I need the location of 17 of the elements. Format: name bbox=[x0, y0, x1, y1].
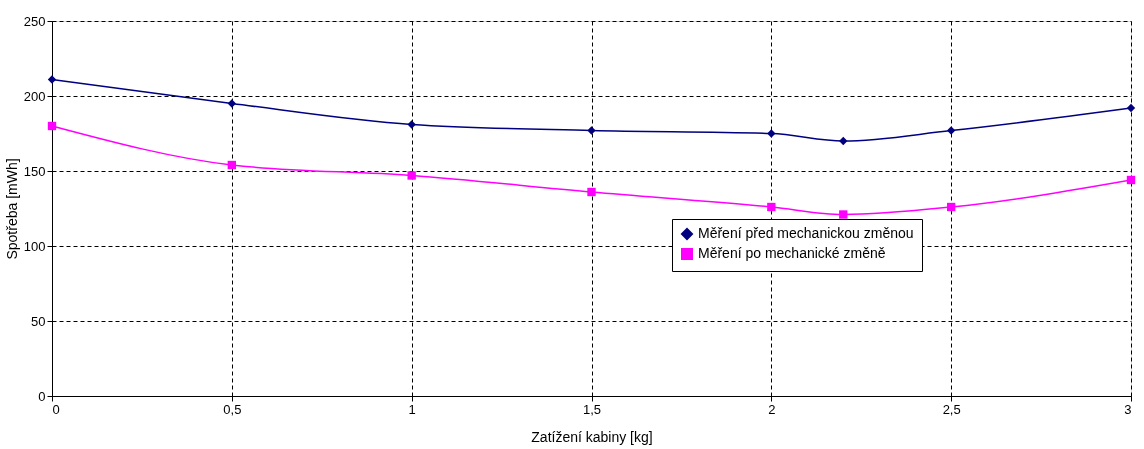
y-tick-label: 250 bbox=[23, 13, 46, 29]
y-tick-label: 50 bbox=[31, 313, 46, 329]
x-tick-label: 2 bbox=[768, 401, 776, 417]
legend-label: Měření před mechanickou změnou bbox=[698, 225, 914, 241]
legend-label: Měření po mechanické změně bbox=[698, 245, 886, 261]
x-tick-label: 1 bbox=[408, 401, 416, 417]
x-tick-label: 2,5 bbox=[942, 401, 961, 417]
y-tick-label: 200 bbox=[23, 88, 46, 104]
x-tick-label: 0 bbox=[52, 401, 60, 417]
x-tick-label: 3 bbox=[1124, 401, 1132, 417]
x-axis-title: Zatížení kabiny [kg] bbox=[531, 428, 653, 445]
x-tick-label: 0,5 bbox=[223, 401, 242, 417]
y-axis-title: Spotřeba [mWh] bbox=[3, 158, 20, 260]
x-tick-label: 1,5 bbox=[582, 401, 602, 417]
y-tick-label: 0 bbox=[38, 388, 46, 404]
y-tick-label: 150 bbox=[23, 163, 46, 179]
y-tick-label: 100 bbox=[23, 238, 46, 254]
